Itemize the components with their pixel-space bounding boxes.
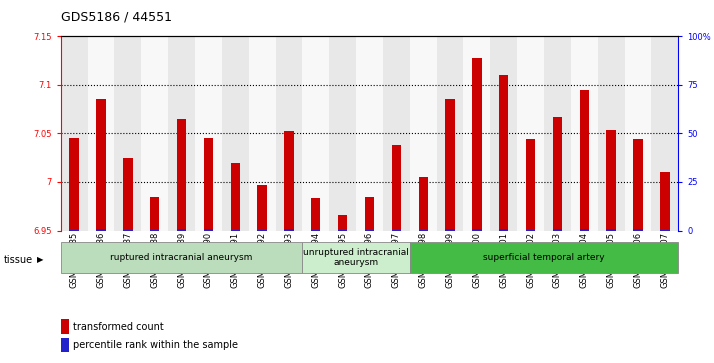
Text: superficial temporal artery: superficial temporal artery xyxy=(483,253,605,262)
Bar xyxy=(257,185,267,231)
Bar xyxy=(418,177,428,231)
Bar xyxy=(625,36,651,231)
Bar xyxy=(284,131,293,231)
Bar xyxy=(96,229,106,231)
Bar xyxy=(660,172,670,231)
Bar xyxy=(383,36,410,231)
Bar xyxy=(195,36,222,231)
Bar xyxy=(553,229,562,231)
Bar xyxy=(276,36,302,231)
Bar xyxy=(248,36,276,231)
Bar xyxy=(580,229,589,231)
Bar xyxy=(150,196,159,231)
Text: ▶: ▶ xyxy=(37,255,44,264)
Bar xyxy=(88,36,114,231)
FancyBboxPatch shape xyxy=(302,242,410,273)
Bar xyxy=(69,230,79,231)
Text: transformed count: transformed count xyxy=(73,322,164,332)
Bar xyxy=(526,139,536,231)
Bar xyxy=(177,229,186,231)
Bar xyxy=(231,230,240,231)
Bar xyxy=(123,229,133,231)
Bar xyxy=(96,99,106,231)
Bar xyxy=(410,36,437,231)
Bar xyxy=(257,230,267,231)
Bar xyxy=(598,36,625,231)
Bar xyxy=(203,229,213,231)
Bar xyxy=(499,75,508,231)
Text: ruptured intracranial aneurysm: ruptured intracranial aneurysm xyxy=(111,253,253,262)
Bar xyxy=(311,199,321,231)
Text: GDS5186 / 44551: GDS5186 / 44551 xyxy=(61,11,171,24)
Bar xyxy=(150,230,159,231)
Bar xyxy=(231,163,240,231)
FancyBboxPatch shape xyxy=(410,242,678,273)
Bar xyxy=(114,36,141,231)
Bar xyxy=(168,36,195,231)
Bar xyxy=(203,138,213,231)
Text: percentile rank within the sample: percentile rank within the sample xyxy=(73,340,238,350)
Bar xyxy=(329,36,356,231)
Bar xyxy=(418,230,428,231)
Bar xyxy=(141,36,168,231)
Bar xyxy=(177,119,186,231)
Bar xyxy=(633,139,643,231)
Bar xyxy=(517,36,544,231)
Bar xyxy=(365,230,374,231)
Bar xyxy=(311,230,321,231)
Bar xyxy=(61,36,88,231)
Bar xyxy=(437,36,463,231)
Bar xyxy=(392,145,401,231)
Bar xyxy=(338,230,347,231)
Text: tissue: tissue xyxy=(4,254,33,265)
Bar xyxy=(222,36,248,231)
Bar xyxy=(660,230,670,231)
Bar xyxy=(571,36,598,231)
FancyBboxPatch shape xyxy=(61,242,302,273)
Bar xyxy=(284,229,293,231)
Bar xyxy=(123,158,133,231)
Bar xyxy=(472,229,482,231)
Bar xyxy=(392,230,401,231)
Bar xyxy=(580,90,589,231)
Bar xyxy=(491,36,517,231)
Bar xyxy=(446,229,455,231)
Bar xyxy=(499,229,508,231)
Bar xyxy=(356,36,383,231)
Bar xyxy=(633,229,643,231)
Bar xyxy=(606,229,616,231)
Bar xyxy=(365,196,374,231)
Bar xyxy=(544,36,571,231)
Bar xyxy=(526,229,536,231)
Bar xyxy=(69,138,79,231)
Bar xyxy=(302,36,329,231)
Text: unruptured intracranial
aneurysm: unruptured intracranial aneurysm xyxy=(303,248,409,268)
Bar xyxy=(446,99,455,231)
Bar xyxy=(463,36,491,231)
Bar xyxy=(606,130,616,231)
Bar xyxy=(553,117,562,231)
Bar xyxy=(338,215,347,231)
Bar xyxy=(651,36,678,231)
Bar xyxy=(472,58,482,231)
